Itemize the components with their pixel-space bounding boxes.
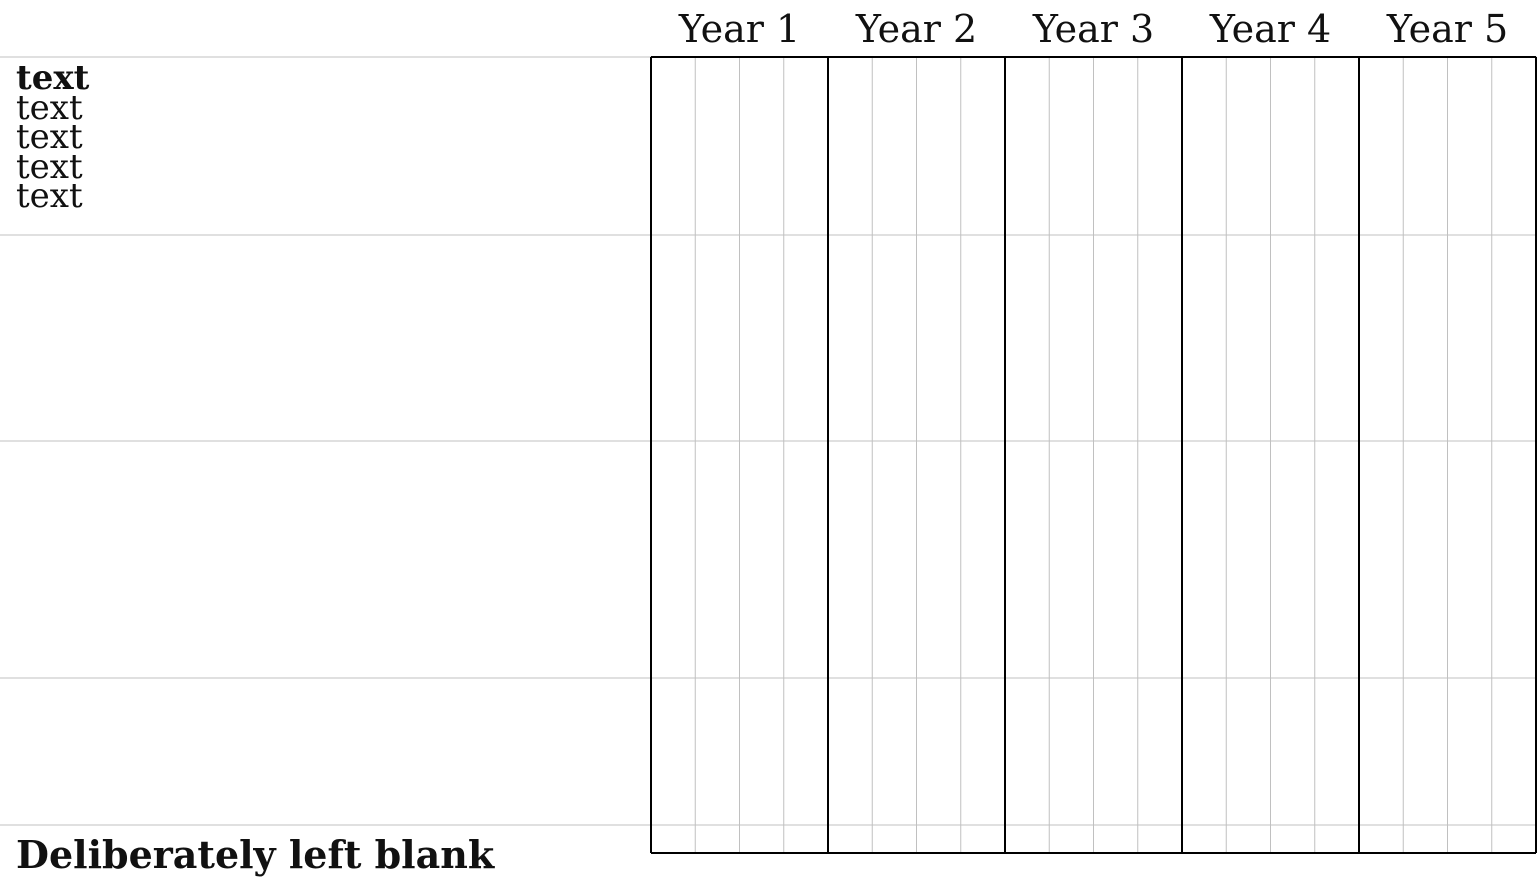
- row-1-line-1: text: [16, 58, 90, 98]
- year-5-label: Year 5: [1386, 7, 1509, 51]
- year-2-label: Year 2: [855, 7, 978, 51]
- year-3-label: Year 3: [1032, 7, 1155, 51]
- row-1-text-block: text text text text text: [16, 58, 90, 216]
- row-1-line-3: text: [16, 117, 83, 157]
- footer-label: Deliberately left blank: [16, 832, 495, 877]
- row-1-line-2: text: [16, 87, 83, 128]
- year-1-label: Year 1: [678, 7, 801, 51]
- row-1-line-5: text: [16, 176, 83, 216]
- year-4-label: Year 4: [1209, 7, 1332, 51]
- row-1-line-4: text: [16, 146, 83, 187]
